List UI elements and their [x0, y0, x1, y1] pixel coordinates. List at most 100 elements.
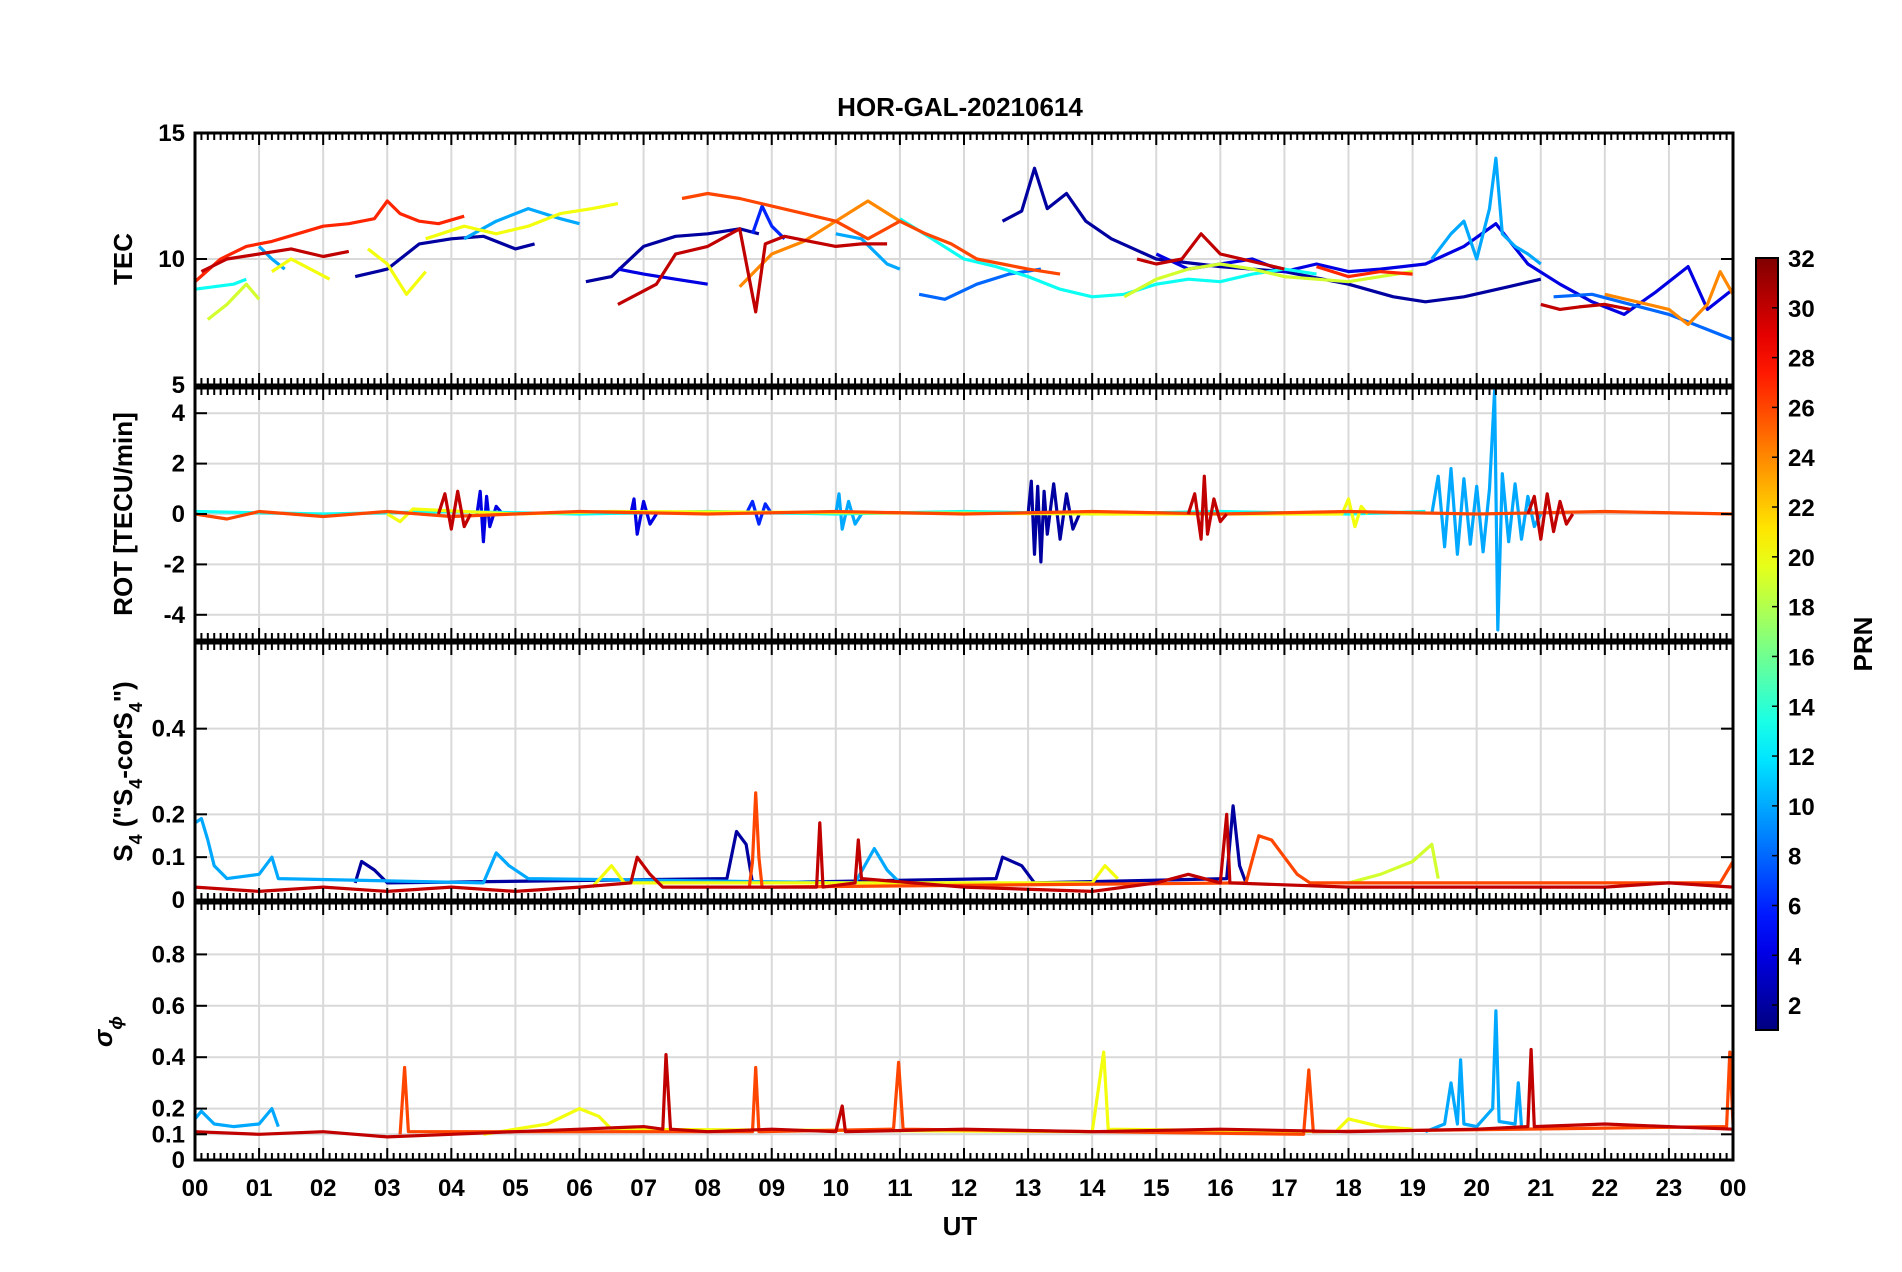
series-line-prn-10 [195, 816, 902, 885]
series-group [195, 388, 1733, 632]
series-line-prn-30 [1526, 492, 1575, 541]
y-tick-label: 0.4 [152, 1044, 186, 1071]
panel-sigma: 00.10.2 0.4 0.6 0.8 σϕ [88, 901, 1735, 1174]
label-subscript: ϕ [106, 1016, 126, 1030]
x-tick-label: 07 [630, 1175, 657, 1202]
x-tick-label: 21 [1527, 1175, 1554, 1202]
colorbar-tick-label: 32 [1788, 246, 1815, 273]
axes-frame [193, 901, 1735, 1162]
series-line-prn-30 [617, 227, 888, 314]
axes-frame [193, 641, 1735, 902]
series-line-prn-19 [1348, 842, 1440, 885]
x-tick-label: 06 [566, 1175, 593, 1202]
series-line-prn-13 [195, 277, 247, 291]
colorbar-tick-label: 26 [1788, 395, 1815, 422]
series-line-prn-30 [200, 247, 350, 274]
series-line-prn-30 [436, 489, 473, 531]
series-group [195, 791, 1733, 894]
y-tick-label: 5 [172, 372, 185, 399]
colorbar-tick-label: 18 [1788, 595, 1815, 622]
colorbar-tick-label: 20 [1788, 545, 1815, 572]
series-line-prn-19 [206, 282, 261, 321]
y-tick-label: 0.2 [152, 801, 185, 828]
tick-marks [194, 643, 1734, 900]
series-line-prn-4 [475, 489, 504, 544]
series-line-prn-27 [195, 199, 465, 283]
y-tick-label: -4 [164, 602, 186, 629]
colorbar-tick-label: 22 [1788, 495, 1815, 522]
y-tick-label: 0.4 [152, 716, 186, 743]
label-subscript: 4 [126, 779, 146, 789]
series-line-prn-10 [1430, 156, 1542, 266]
series-line-prn-30 [1136, 232, 1285, 271]
y-tick-label: 4 [172, 400, 186, 427]
series-line-prn-10 [835, 232, 901, 271]
series-line-prn-26 [681, 191, 1061, 276]
panel-rot: -4 -2 0 2 4 ROT [TECU/min] [108, 386, 1735, 642]
series-line-prn-30 [1540, 302, 1631, 311]
x-tick-label: 11 [887, 1175, 912, 1202]
series-line-prn-24 [1604, 270, 1733, 327]
colorbar-tick-label: 4 [1788, 943, 1802, 970]
colorbar-tick-label: 6 [1788, 893, 1801, 920]
series-line-prn-20 [271, 257, 331, 281]
series-line-prn-30 [1186, 474, 1228, 541]
series-line-prn-24 [738, 199, 901, 288]
x-tick-label: 05 [502, 1175, 529, 1202]
series-line-prn-2 [354, 234, 536, 279]
x-tick-label: 20 [1463, 1175, 1490, 1202]
series-line-prn-27 [1316, 265, 1413, 279]
x-tick-label: 09 [758, 1175, 785, 1202]
series-line-prn-6 [744, 499, 774, 526]
series-group [195, 156, 1733, 342]
colorbar-fill [1756, 258, 1778, 1030]
series-line-prn-30 [195, 1047, 1733, 1139]
x-tick-label: 02 [310, 1175, 337, 1202]
y-axis-label-rot: ROT [TECU/min] [108, 412, 138, 616]
label-subscript: 4 [126, 834, 146, 844]
y-tick-label: 10 [158, 246, 185, 273]
label-part: ("S [108, 789, 138, 835]
x-tick-label: 23 [1656, 1175, 1683, 1202]
y-tick-label: 0.1 [152, 1121, 185, 1148]
y-axis-label-sigma: σϕ [88, 1016, 126, 1047]
x-tick-label: 12 [951, 1175, 978, 1202]
colorbar-tick-label: 14 [1788, 694, 1815, 721]
x-tick-label: 10 [822, 1175, 849, 1202]
series-line-prn-6 [750, 204, 786, 240]
x-tick-label: 18 [1335, 1175, 1362, 1202]
x-axis-label: UT [943, 1211, 978, 1241]
x-axis: 00 01 02 03 04 05 06 07 08 09 10 11 12 13 14 15 16 17 18 19… [182, 1175, 1747, 1202]
y-tick-label: 0 [172, 1147, 185, 1174]
colorbar-tick-label: 24 [1788, 445, 1815, 472]
series-line-prn-4 [1155, 222, 1733, 316]
series-line-prn-20 [591, 864, 1119, 889]
label-part: -corS [108, 712, 138, 778]
y-tick-label: 0.6 [152, 993, 185, 1020]
series-line-prn-10 [1430, 388, 1543, 632]
colorbar-tick-label: 12 [1788, 744, 1815, 771]
series-line-prn-8 [1553, 292, 1733, 342]
colorbar-tick-label: 16 [1788, 644, 1815, 671]
label-part: ") [108, 681, 138, 702]
series-line-prn-10 [1424, 1009, 1524, 1134]
y-tick-label: 0.2 [152, 1096, 185, 1123]
x-tick-label: 22 [1591, 1175, 1618, 1202]
colorbar-tick-label: 28 [1788, 346, 1815, 373]
label-subscript: 4 [126, 702, 146, 712]
y-tick-label: 0.1 [152, 844, 185, 871]
label-part: S [108, 844, 138, 861]
label-symbol: σ [88, 1028, 118, 1047]
series-line-prn-13 [899, 217, 1317, 299]
axes-frame [193, 131, 1735, 387]
series-line-prn-26 [747, 791, 1733, 889]
x-tick-label: 00 [1720, 1175, 1747, 1202]
y-tick-label: 0 [172, 887, 185, 914]
x-tick-label: 19 [1399, 1175, 1426, 1202]
x-tick-label: 00 [182, 1175, 209, 1202]
y-tick-label: -2 [164, 551, 185, 578]
colorbar-frame [1755, 257, 1779, 1031]
x-tick-label: 03 [374, 1175, 401, 1202]
x-tick-label: 08 [694, 1175, 721, 1202]
